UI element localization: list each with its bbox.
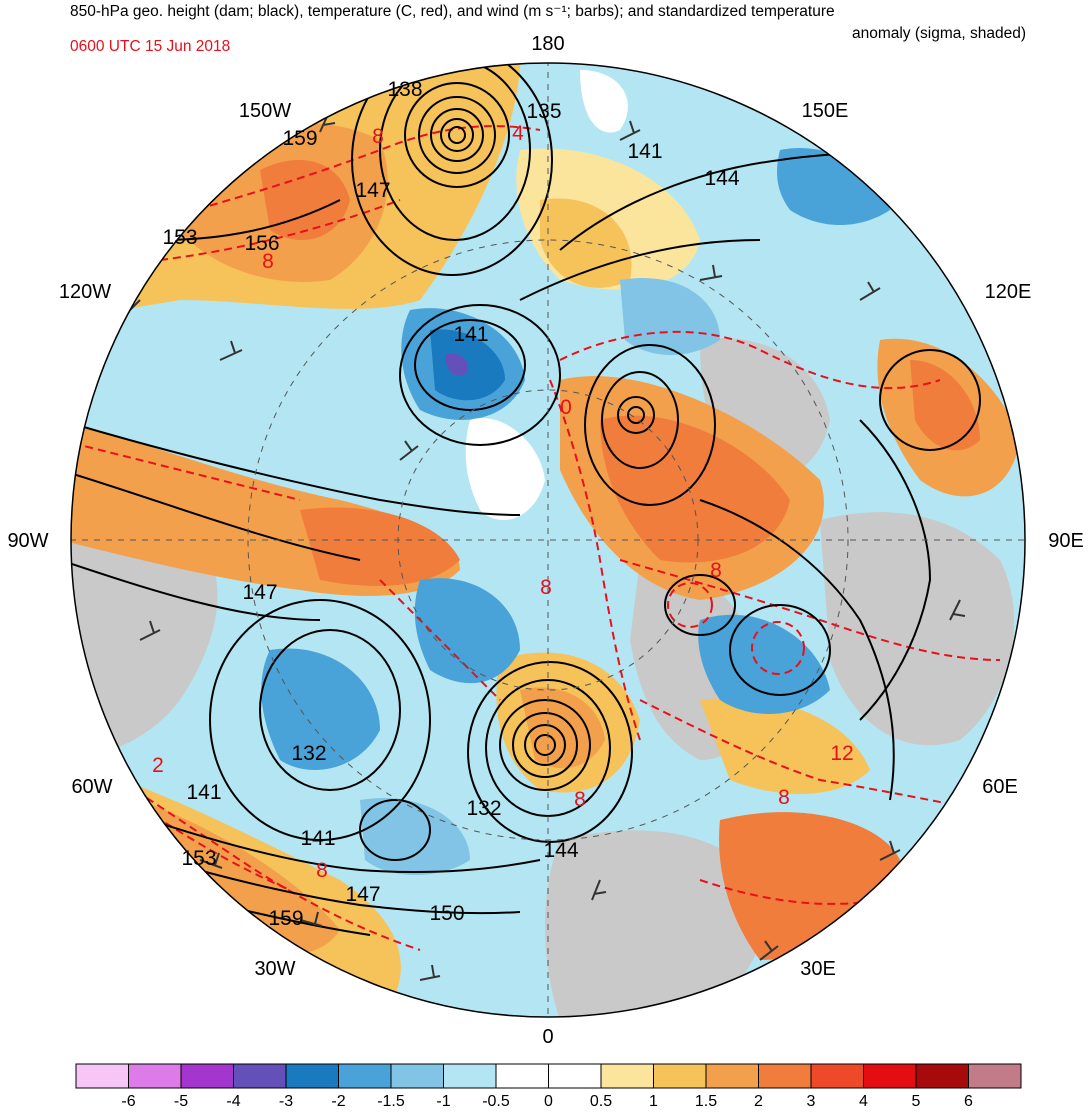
height-label: 141 xyxy=(627,140,662,163)
height-label: 147 xyxy=(345,883,380,906)
height-label: 156 xyxy=(244,232,279,255)
colorbar-tick-label: -5 xyxy=(174,1093,188,1108)
colorbar-box xyxy=(653,1063,707,1089)
polar-stereographic-map: 180 150E 120E 90E 60E 30E 0 30W 60W 90W … xyxy=(7,33,1083,1048)
height-labels: 138 135 159 147 141 144 153 156 141 147 … xyxy=(162,78,739,930)
colorbar-box xyxy=(233,1063,287,1089)
colorbar-tick-label: 0.5 xyxy=(590,1093,612,1108)
lon-label: 150W xyxy=(239,100,291,122)
colorbar-boxes xyxy=(75,1063,1022,1089)
height-label: 147 xyxy=(242,581,277,604)
height-label: 144 xyxy=(543,839,578,862)
height-label: 147 xyxy=(355,179,390,202)
colorbar-tick-label: -6 xyxy=(121,1093,135,1108)
colorbar-tick-label: -1 xyxy=(436,1093,450,1108)
colorbar-box xyxy=(180,1063,234,1089)
height-label: 150 xyxy=(429,902,464,925)
map-title: 850-hPa geo. height (dam; black), temper… xyxy=(70,3,835,20)
temperature-label: 2 xyxy=(152,754,164,777)
height-label: 159 xyxy=(268,907,303,930)
temperature-label: 12 xyxy=(830,742,853,765)
colorbar-tick-label: 0 xyxy=(544,1093,553,1108)
lon-label: 120E xyxy=(985,281,1032,303)
height-label: 141 xyxy=(186,781,221,804)
colorbar-box xyxy=(548,1063,602,1089)
colorbar-box xyxy=(810,1063,864,1089)
wind-barbs xyxy=(119,109,966,981)
lon-label: 30W xyxy=(254,958,295,980)
colorbar-tick-label: 5 xyxy=(912,1093,921,1108)
colorbar-tick-label: 1.5 xyxy=(695,1093,717,1108)
lon-label: 60W xyxy=(71,776,112,798)
colorbar-box xyxy=(968,1063,1022,1089)
temperature-label: 8 xyxy=(710,559,722,582)
colorbar-box xyxy=(915,1063,969,1089)
height-label: 141 xyxy=(453,323,488,346)
temperature-label: 8 xyxy=(540,576,552,599)
colorbar-box xyxy=(495,1063,549,1089)
temperature-label: 8 xyxy=(574,788,586,811)
height-label: 153 xyxy=(181,847,216,870)
graticule xyxy=(71,63,1025,1017)
colorbar-tick-label: -1.5 xyxy=(377,1093,405,1108)
temperature-label: 4 xyxy=(512,122,524,145)
temperature-label: 0 xyxy=(560,396,572,419)
colorbar-tick-label: -3 xyxy=(279,1093,293,1108)
temperature-label: 8 xyxy=(262,250,274,273)
height-label: 153 xyxy=(162,226,197,249)
temperature-label: 8 xyxy=(372,125,384,148)
colorbar-box xyxy=(600,1063,654,1089)
valid-time: 0600 UTC 15 Jun 2018 xyxy=(70,38,231,55)
height-label: 144 xyxy=(704,167,739,190)
lon-label: 90E xyxy=(1048,530,1084,552)
colorbar-box xyxy=(338,1063,392,1089)
colorbar-tick-label: 1 xyxy=(649,1093,658,1108)
height-contours xyxy=(71,63,981,936)
colorbar-box xyxy=(128,1063,182,1089)
lon-label: 180 xyxy=(531,33,564,55)
lon-label: 0 xyxy=(542,1026,553,1048)
colorbar-box xyxy=(390,1063,444,1089)
colorbar-tick-label: 6 xyxy=(964,1093,973,1108)
lon-label: 120W xyxy=(59,281,111,303)
colorbar-box xyxy=(285,1063,339,1089)
height-label: 135 xyxy=(526,100,561,123)
height-label: 132 xyxy=(466,797,501,820)
colorbar-box xyxy=(705,1063,759,1089)
map-title-continued: anomaly (sigma, shaded) xyxy=(851,25,1026,42)
lon-label: 60E xyxy=(982,776,1018,798)
map-disc xyxy=(71,63,1025,1017)
temperature-label: 8 xyxy=(316,859,328,882)
lon-label: 90W xyxy=(7,530,48,552)
height-label: 138 xyxy=(387,78,422,101)
colorbar-tick-label: 2 xyxy=(754,1093,763,1108)
colorbar-tick-label: -4 xyxy=(226,1093,240,1108)
height-label: 132 xyxy=(291,742,326,765)
height-label: 141 xyxy=(300,827,335,850)
lon-label: 30E xyxy=(800,958,836,980)
colorbar-box xyxy=(758,1063,812,1089)
colorbar-box xyxy=(75,1063,129,1089)
lon-label: 150E xyxy=(802,100,849,122)
colorbar-tick-label: 4 xyxy=(859,1093,868,1108)
colorbar-tick-label: -0.5 xyxy=(482,1093,510,1108)
colorbar-box xyxy=(863,1063,917,1089)
height-label: 159 xyxy=(282,127,317,150)
temperature-label: 8 xyxy=(778,786,790,809)
colorbar-tick-label: -2 xyxy=(331,1093,345,1108)
map-boundary xyxy=(70,62,1026,1018)
colorbar-ticks: -6 -5 -4 -3 -2 -1.5 -1 -0.5 0 0.5 1 1.5 2 3 4 5 6 xyxy=(121,1093,973,1108)
colorbar-tick-label: 3 xyxy=(807,1093,816,1108)
temperature-labels: 8 4 8 0 8 8 12 8 8 2 8 xyxy=(152,122,854,882)
colorbar-box xyxy=(443,1063,497,1089)
colorbar: -6 -5 -4 -3 -2 -1.5 -1 -0.5 0 0.5 1 1.5 2 3 4 5 6 xyxy=(75,1063,1022,1108)
longitude-labels: 180 150E 120E 90E 60E 30E 0 30W 60W 90W … xyxy=(7,33,1083,1048)
